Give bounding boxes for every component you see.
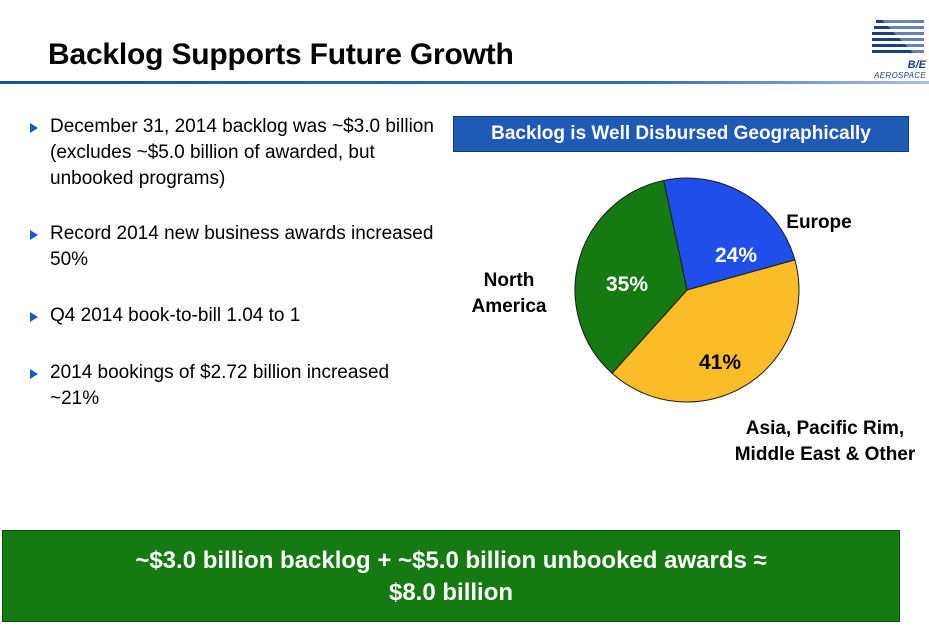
pie-slice <box>611 259 800 403</box>
slice-name-label: Middle East & Other <box>735 444 916 465</box>
slice-name-label: Asia, Pacific Rim, <box>746 418 904 439</box>
bullet-item: Record 2014 new business awards increase… <box>30 221 440 273</box>
logo-brand: B/E <box>907 59 926 71</box>
triangle-bullet-icon <box>30 123 38 133</box>
slice-name-label: Europe <box>786 212 851 233</box>
triangle-bullet-icon <box>30 230 38 240</box>
slide-title: Backlog Supports Future Growth <box>48 38 514 71</box>
slice-value-label: 35% <box>606 273 648 296</box>
bullet-list: December 31, 2014 backlog was ~$3.0 bill… <box>30 114 440 441</box>
be-aerospace-logo: B/E AEROSPACE <box>868 18 926 80</box>
bullet-text: 2014 bookings of $2.72 billion increased… <box>50 362 390 409</box>
summary-banner: ~$3.0 billion backlog + ~$5.0 billion un… <box>2 530 900 622</box>
triangle-bullet-icon <box>30 369 38 379</box>
bullet-text: December 31, 2014 backlog was ~$3.0 bill… <box>50 116 434 189</box>
pie-slice <box>663 177 796 291</box>
bullet-text: Q4 2014 book-to-bill 1.04 to 1 <box>50 305 301 326</box>
bullet-item: 2014 bookings of $2.72 billion increased… <box>30 360 440 412</box>
pie-chart: 24% Europe 41% Asia, Pacific Rim, Middle Eas… <box>472 177 916 465</box>
logo-subtitle: AEROSPACE <box>874 71 926 80</box>
summary-line-1: ~$3.0 billion backlog + ~$5.0 billion un… <box>135 547 767 574</box>
bullet-item: Q4 2014 book-to-bill 1.04 to 1 <box>30 303 440 329</box>
logo-stripes-icon <box>872 20 924 56</box>
bullet-item: December 31, 2014 backlog was ~$3.0 bill… <box>30 114 440 192</box>
slice-value-label: 24% <box>715 244 757 267</box>
chart-title: Backlog is Well Disbursed Geographically <box>453 116 909 152</box>
triangle-bullet-icon <box>30 312 38 322</box>
slice-value-label: 41% <box>699 351 741 374</box>
pie-slice <box>574 179 688 374</box>
title-underline <box>0 81 929 84</box>
slice-name-label: America <box>472 296 547 317</box>
summary-line-2: $8.0 billion <box>388 579 514 606</box>
bullet-text: Record 2014 new business awards increase… <box>50 223 434 270</box>
slice-name-label: North <box>484 270 535 291</box>
